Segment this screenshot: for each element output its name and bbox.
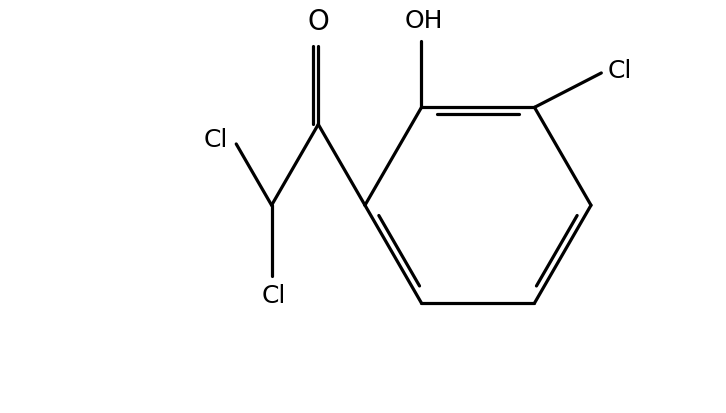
Text: OH: OH (404, 9, 443, 33)
Text: Cl: Cl (261, 284, 286, 308)
Text: Cl: Cl (204, 128, 229, 152)
Text: Cl: Cl (607, 59, 632, 83)
Text: O: O (307, 8, 329, 36)
